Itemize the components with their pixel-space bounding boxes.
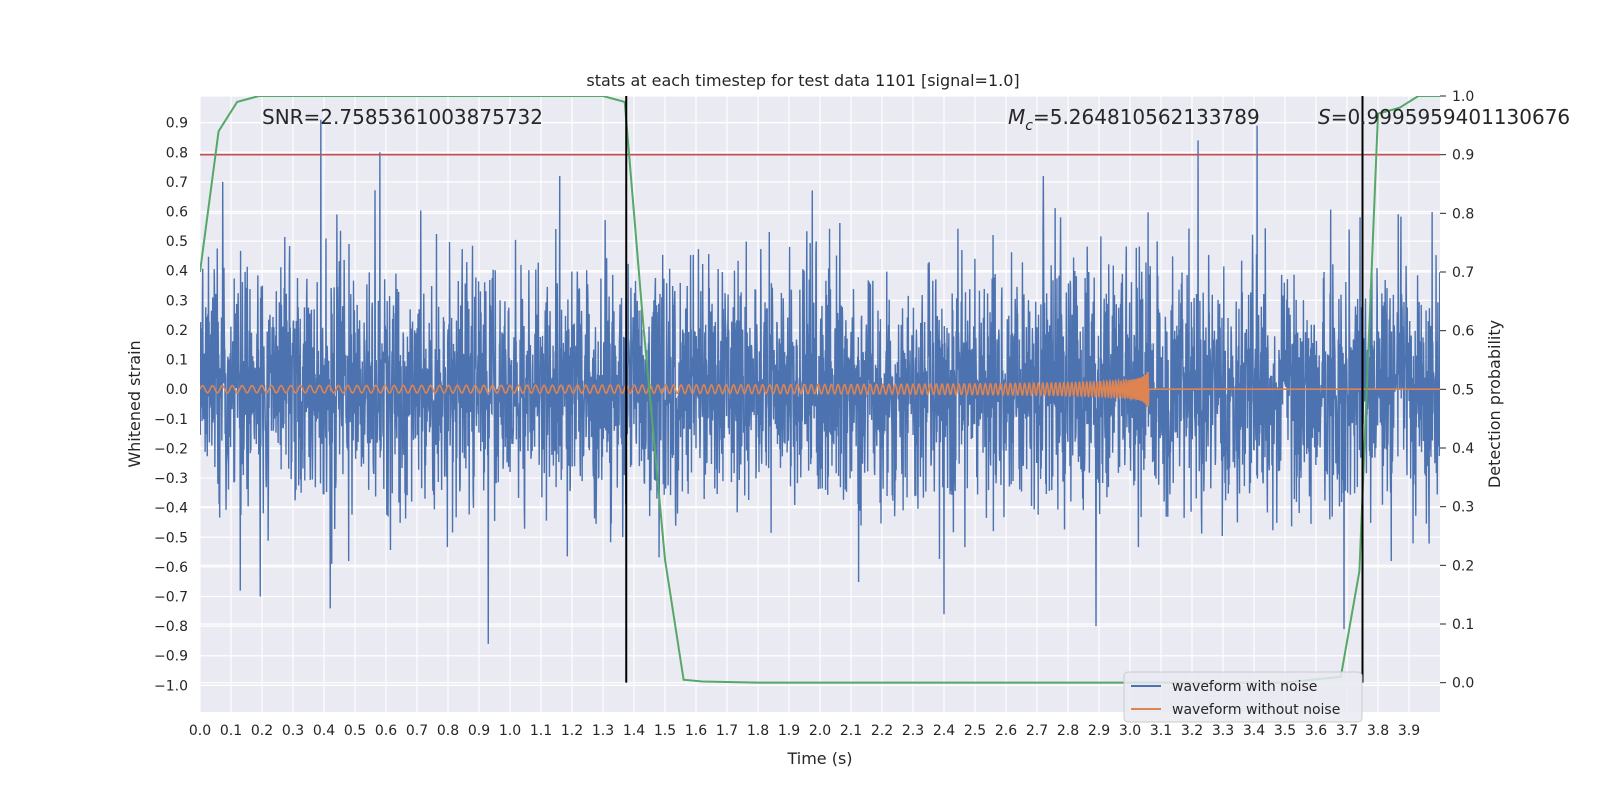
y2-tick-label: 0.9	[1452, 148, 1474, 164]
x-tick-label: 2.4	[933, 723, 955, 739]
y-tick-label: 0.7	[166, 175, 188, 191]
x-tick-label: 0.8	[437, 723, 459, 739]
y-tick-label: 0.0	[166, 382, 188, 398]
y2-tick-label: 0.8	[1452, 206, 1474, 222]
y2-tick-label: 1.0	[1452, 89, 1474, 105]
y2-tick-label: 0.6	[1452, 324, 1474, 340]
series-waveform-without-noise	[200, 371, 1440, 407]
x-tick-label: 1.2	[561, 723, 583, 739]
x-tick-label: 2.5	[964, 723, 986, 739]
y2-tick-label: 0.1	[1452, 617, 1474, 633]
x-tick-label: 1.7	[716, 723, 738, 739]
y2-axis-ticks: 1.0 0.9 0.8 0.7 0.6 0.5 0.4 0.3 0.2 0.1 0.0	[1440, 89, 1474, 692]
x-tick-label: 3.7	[1336, 723, 1358, 739]
y2-tick-label: 0.3	[1452, 500, 1474, 516]
x-tick-label: 1.4	[623, 723, 645, 739]
y-tick-label: −0.5	[154, 530, 188, 546]
x-tick-label: 2.6	[995, 723, 1017, 739]
annotation-mc-symbol: M	[1008, 105, 1025, 129]
x-tick-label: 0.1	[220, 723, 242, 739]
y-tick-label: 0.4	[166, 264, 188, 280]
x-tick-label: 2.3	[902, 723, 924, 739]
x-tick-label: 0.3	[282, 723, 304, 739]
annotation-snr: SNR=2.7585361003875732	[262, 105, 543, 129]
y-tick-label: 0.6	[166, 205, 188, 221]
x-tick-label: 0.9	[468, 723, 490, 739]
legend-box	[1123, 671, 1363, 723]
legend-label-clean: waveform without noise	[1172, 702, 1340, 718]
x-tick-label: 3.9	[1398, 723, 1420, 739]
x-tick-label: 3.4	[1243, 723, 1265, 739]
y-tick-label: −0.7	[154, 590, 188, 606]
y-tick-label: −0.6	[154, 560, 188, 576]
x-tick-label: 3.8	[1367, 723, 1389, 739]
x-tick-label: 0.4	[313, 723, 335, 739]
x-tick-label: 0.5	[344, 723, 366, 739]
y-tick-label: −0.3	[154, 471, 188, 487]
series-waveform-with-noise	[200, 119, 1440, 644]
y-axis-label: Whitened strain	[125, 340, 144, 467]
x-tick-label: 1.0	[499, 723, 521, 739]
x-tick-label: 1.9	[778, 723, 800, 739]
x-tick-label: 1.1	[530, 723, 552, 739]
y2-tick-label: 0.0	[1452, 676, 1474, 692]
y-tick-label: 0.5	[166, 234, 188, 250]
chart-title: stats at each timestep for test data 110…	[586, 71, 1019, 90]
x-axis-ticks: 0.0 0.1 0.2 0.3 0.4 0.5 0.6 0.7 0.8 0.9 1.0 1.1 1.2 1…	[189, 723, 1420, 739]
x-tick-label: 0.6	[375, 723, 397, 739]
x-tick-label: 3.0	[1119, 723, 1141, 739]
x-tick-label: 2.2	[871, 723, 893, 739]
y-tick-label: −0.1	[154, 412, 188, 428]
y-tick-label: 0.1	[166, 353, 188, 369]
x-tick-label: 2.7	[1026, 723, 1048, 739]
y-tick-label: −0.8	[154, 619, 188, 635]
annotation-mc-value: =5.264810562133789	[1033, 105, 1260, 129]
x-tick-label: 3.1	[1150, 723, 1172, 739]
y-tick-label: −1.0	[154, 678, 188, 694]
x-tick-label: 3.5	[1274, 723, 1296, 739]
annotation-s: S=0.9995959401130676	[1318, 105, 1570, 129]
y-tick-label: 0.2	[166, 323, 188, 339]
x-tick-label: 0.0	[189, 723, 211, 739]
y-tick-label: 0.8	[166, 145, 188, 161]
annotation-mc-subscript: c	[1025, 118, 1033, 134]
x-tick-label: 1.8	[747, 723, 769, 739]
x-tick-label: 1.5	[654, 723, 676, 739]
x-axis-label: Time (s)	[786, 749, 852, 768]
x-tick-label: 2.0	[809, 723, 831, 739]
annotation-mc: Mc=5.264810562133789	[1008, 105, 1260, 134]
y-tick-label: 0.9	[166, 116, 188, 132]
legend-label-noise: waveform with noise	[1172, 679, 1317, 695]
x-tick-label: 1.6	[685, 723, 707, 739]
y-tick-label: −0.4	[154, 501, 188, 517]
x-tick-label: 2.8	[1057, 723, 1079, 739]
x-tick-label: 2.1	[840, 723, 862, 739]
legend: waveform with noise waveform without noi…	[1123, 671, 1363, 723]
x-tick-label: 3.2	[1181, 723, 1203, 739]
x-tick-label: 0.7	[406, 723, 428, 739]
x-tick-label: 1.3	[592, 723, 614, 739]
y-tick-label: −0.9	[154, 649, 188, 665]
annotation-s-value: =0.9995959401130676	[1331, 105, 1570, 129]
y2-tick-label: 0.5	[1452, 382, 1474, 398]
y-tick-label: 0.3	[166, 293, 188, 309]
y-tick-label: −0.2	[154, 441, 188, 457]
x-tick-label: 3.3	[1212, 723, 1234, 739]
x-tick-label: 3.6	[1305, 723, 1327, 739]
y-axis-ticks: 0.9 0.8 0.7 0.6 0.5 0.4 0.3 0.2 0.1 0.0 −0.1 −0.2 −0…	[154, 116, 188, 695]
y2-tick-label: 0.4	[1452, 441, 1474, 457]
y2-axis-label: Detection probability	[1485, 320, 1504, 488]
x-tick-label: 2.9	[1088, 723, 1110, 739]
annotation-s-symbol: S	[1318, 105, 1331, 129]
x-tick-label: 0.2	[251, 723, 273, 739]
y2-tick-label: 0.7	[1452, 265, 1474, 281]
y2-tick-label: 0.2	[1452, 558, 1474, 574]
